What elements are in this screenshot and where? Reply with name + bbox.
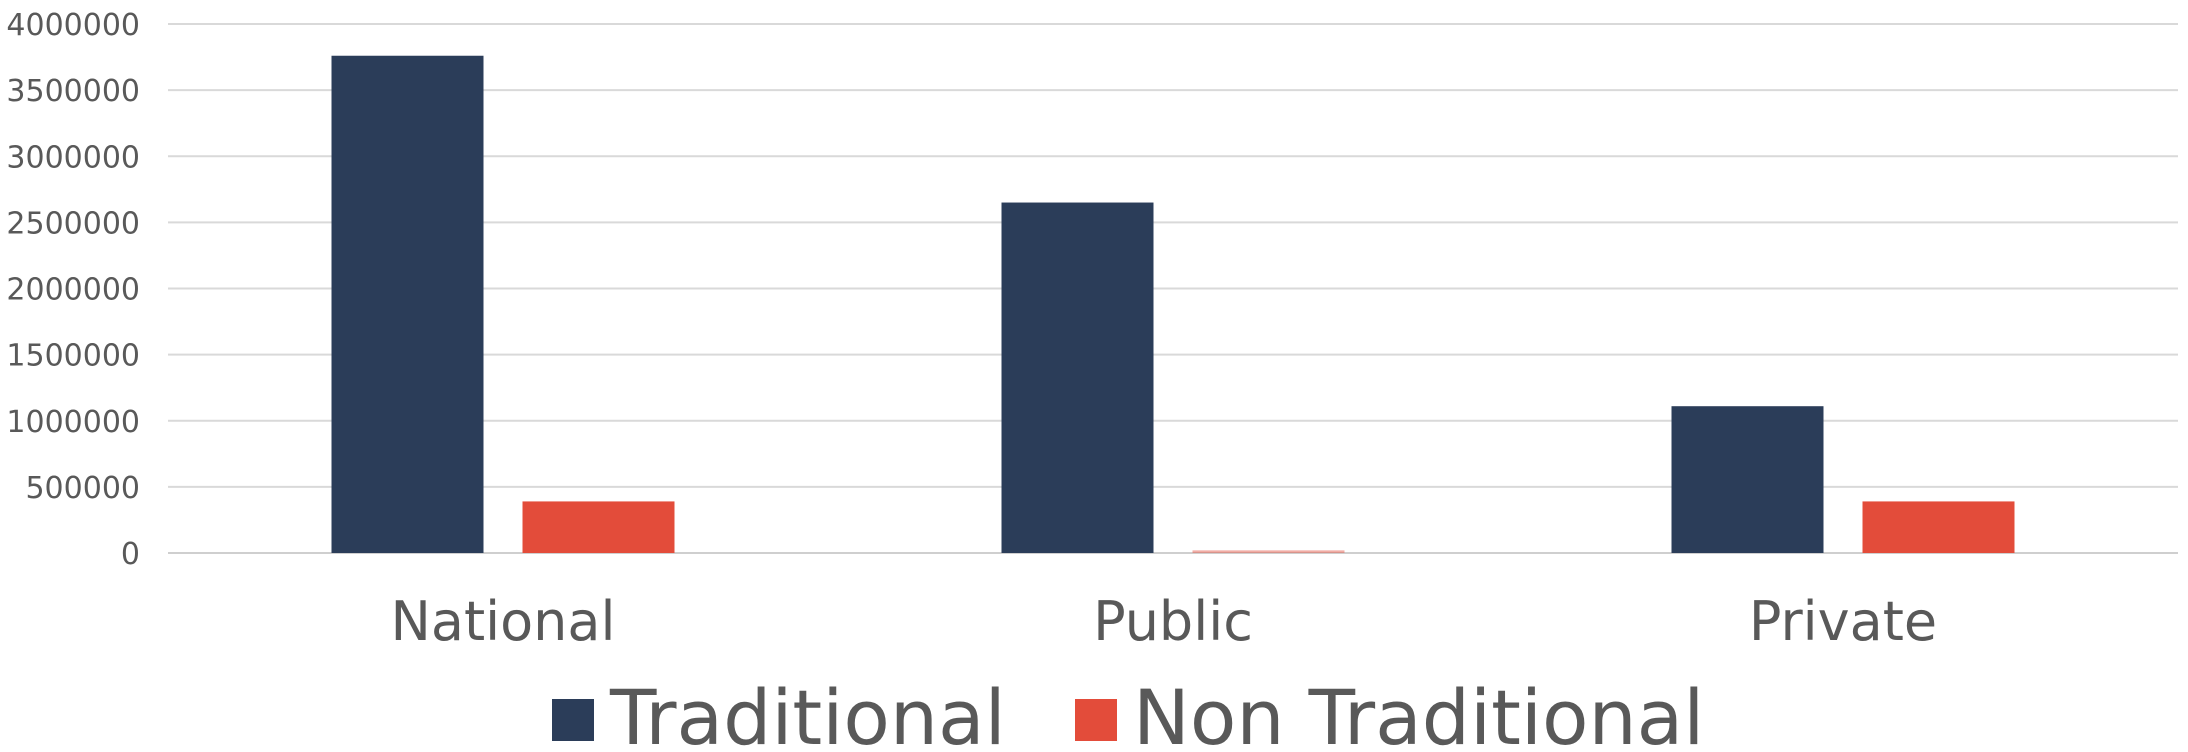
x-category-label: Private	[1749, 590, 1937, 653]
bar-traditional-public	[1001, 202, 1154, 553]
y-tick-label: 3000000	[6, 140, 140, 175]
bar-non-traditional-national	[522, 501, 675, 553]
x-category-label: National	[390, 590, 615, 653]
x-axis-categories: National Public Private	[390, 590, 1937, 653]
legend: Traditional Non Traditional	[552, 673, 1704, 752]
legend-label: Non Traditional	[1133, 673, 1704, 752]
y-tick-label: 2000000	[6, 273, 140, 308]
gridlines	[168, 23, 2178, 554]
y-axis-ticks: 0 500000 1000000 1500000 2000000 2500000 30000…	[6, 8, 140, 572]
y-tick-label: 0	[121, 537, 140, 572]
bar-traditional-private	[1671, 406, 1824, 553]
y-tick-label: 3500000	[6, 74, 140, 109]
bar-non-traditional-private	[1862, 501, 2015, 553]
legend-swatch	[1075, 699, 1117, 741]
legend-swatch	[552, 699, 594, 741]
bar-traditional-national	[331, 55, 484, 554]
y-tick-label: 500000	[25, 471, 140, 506]
y-tick-label: 1500000	[6, 339, 140, 374]
legend-label: Traditional	[609, 673, 1006, 752]
y-tick-label: 1000000	[6, 405, 140, 440]
y-tick-label: 4000000	[6, 8, 140, 43]
x-category-label: Public	[1093, 590, 1253, 653]
bar-non-traditional-public	[1192, 550, 1345, 553]
y-tick-label: 2500000	[6, 206, 140, 241]
bars	[331, 55, 2015, 554]
